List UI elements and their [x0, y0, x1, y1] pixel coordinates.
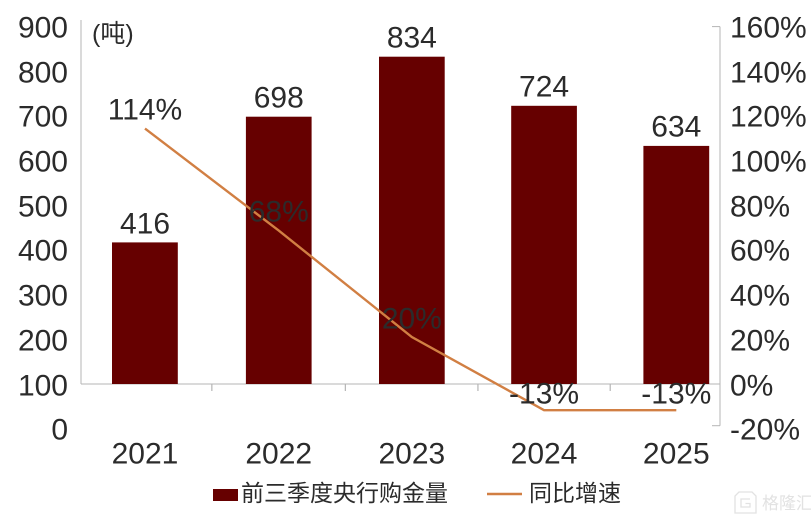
svg-text:2023: 2023 [378, 437, 445, 470]
svg-text:0: 0 [51, 414, 68, 447]
svg-text:68%: 68% [249, 196, 309, 229]
svg-text:100%: 100% [730, 146, 807, 179]
svg-text:80%: 80% [730, 191, 790, 224]
svg-text:2024: 2024 [511, 437, 578, 470]
svg-text:200: 200 [18, 325, 68, 358]
svg-text:160%: 160% [730, 12, 807, 45]
svg-text:416: 416 [120, 208, 170, 241]
svg-text:724: 724 [519, 71, 569, 104]
svg-text:2022: 2022 [245, 437, 312, 470]
svg-text:120%: 120% [730, 101, 807, 134]
svg-text:114%: 114% [108, 94, 183, 127]
svg-text:140%: 140% [730, 57, 807, 90]
svg-text:2021: 2021 [112, 437, 179, 470]
svg-text:-13%: -13% [641, 378, 711, 411]
svg-text:834: 834 [387, 22, 437, 55]
svg-text:2025: 2025 [643, 437, 710, 470]
svg-text:20%: 20% [730, 325, 790, 358]
svg-text:同比增速: 同比增速 [529, 480, 621, 506]
svg-text:100: 100 [18, 370, 68, 403]
svg-text:前三季度央行购金量: 前三季度央行购金量 [241, 480, 448, 506]
svg-text:-20%: -20% [730, 414, 800, 447]
svg-text:900: 900 [18, 12, 68, 45]
svg-text:700: 700 [18, 101, 68, 134]
svg-text:格隆汇: 格隆汇 [762, 494, 811, 513]
svg-text:634: 634 [651, 111, 701, 144]
svg-text:500: 500 [18, 191, 68, 224]
svg-text:698: 698 [254, 82, 304, 115]
svg-text:40%: 40% [730, 280, 790, 313]
svg-text:(吨): (吨) [92, 20, 134, 48]
svg-text:800: 800 [18, 57, 68, 90]
svg-text:20%: 20% [382, 303, 442, 336]
svg-text:0%: 0% [730, 370, 773, 403]
svg-text:600: 600 [18, 146, 68, 179]
svg-text:300: 300 [18, 280, 68, 313]
svg-text:-13%: -13% [509, 378, 579, 411]
svg-text:60%: 60% [730, 235, 790, 268]
svg-text:400: 400 [18, 235, 68, 268]
